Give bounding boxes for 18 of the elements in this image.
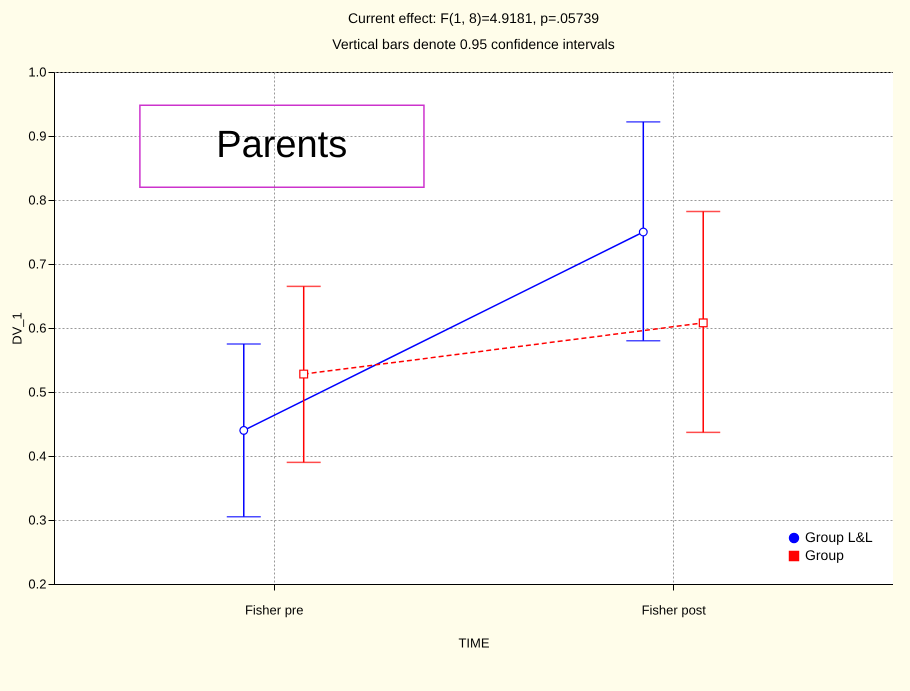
chart-subtitle: Vertical bars denote 0.95 confidence intervals: [332, 36, 615, 52]
annotation: Parents: [216, 124, 348, 166]
y-tick-label: 0.6: [28, 320, 46, 336]
y-axis-title: DV_1: [9, 312, 24, 345]
x-tick-label: Fisher post: [642, 602, 706, 618]
y-tick-label: 1.0: [28, 64, 46, 80]
y-tick-label: 0.4: [28, 448, 46, 464]
legend-label: Group L&L: [805, 529, 873, 545]
x-axis-title: TIME: [458, 636, 490, 650]
y-tick-label: 0.8: [28, 192, 46, 208]
y-tick-label: 0.7: [28, 256, 46, 272]
x-tick-label: Fisher pre: [244, 602, 304, 618]
y-tick-label: 0.3: [28, 512, 46, 528]
legend-label: Group: [805, 547, 844, 563]
y-tick-label: 0.5: [28, 384, 46, 400]
chart-title: Current effect: F(1, 8)=4.9181, p=.05739: [348, 10, 600, 26]
y-tick-label: 0.9: [28, 128, 46, 144]
y-tick-label: 0.2: [28, 576, 46, 592]
